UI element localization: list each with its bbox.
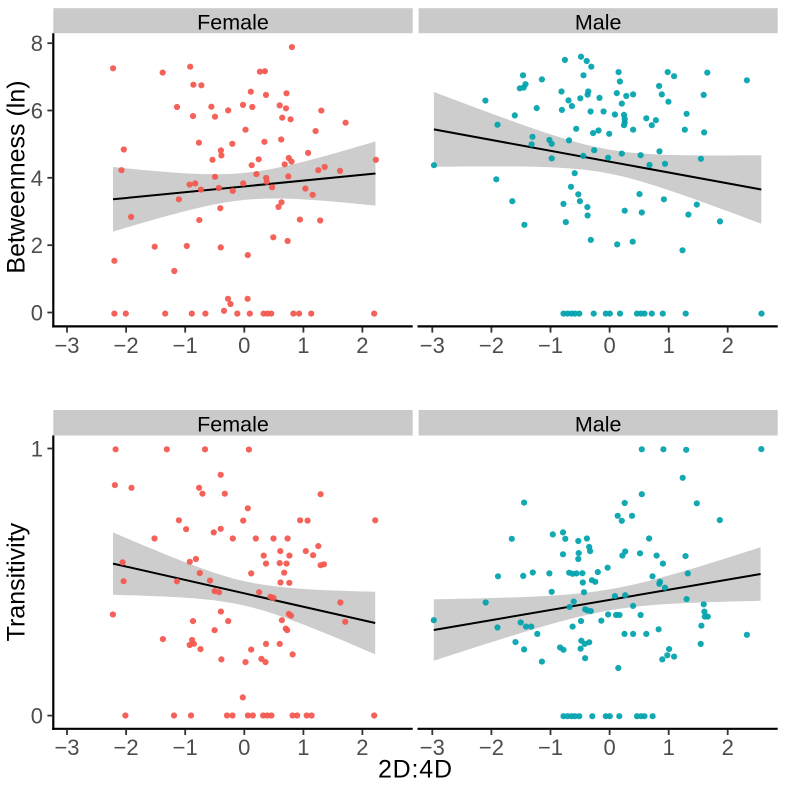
svg-text:−3: −3	[420, 735, 445, 760]
svg-text:1: 1	[31, 437, 43, 462]
svg-text:−3: −3	[54, 333, 79, 358]
svg-text:−2: −2	[114, 735, 139, 760]
svg-text:2: 2	[722, 333, 734, 358]
svg-text:2: 2	[356, 735, 368, 760]
svg-text:2D:4D: 2D:4D	[378, 756, 453, 784]
svg-text:−2: −2	[479, 333, 504, 358]
svg-text:0: 0	[31, 301, 43, 326]
svg-text:0: 0	[238, 333, 250, 358]
svg-text:−1: −1	[173, 333, 198, 358]
svg-text:0: 0	[603, 735, 615, 760]
svg-text:2: 2	[31, 233, 43, 258]
svg-text:−1: −1	[173, 735, 198, 760]
svg-text:Betweenness (ln): Betweenness (ln)	[3, 80, 31, 273]
svg-text:0: 0	[238, 735, 250, 760]
svg-text:−2: −2	[479, 735, 504, 760]
svg-text:1: 1	[663, 735, 675, 760]
svg-text:4: 4	[31, 166, 43, 191]
svg-text:Male: Male	[575, 11, 622, 35]
svg-text:0: 0	[603, 333, 615, 358]
svg-text:Male: Male	[575, 413, 622, 437]
svg-text:−2: −2	[114, 333, 139, 358]
svg-text:Female: Female	[197, 11, 269, 35]
svg-text:−1: −1	[538, 735, 563, 760]
svg-text:2: 2	[722, 735, 734, 760]
svg-text:0: 0	[31, 704, 43, 729]
svg-text:8: 8	[31, 31, 43, 56]
svg-text:6: 6	[31, 99, 43, 124]
svg-text:−1: −1	[538, 333, 563, 358]
svg-text:Female: Female	[197, 413, 269, 437]
svg-text:−3: −3	[420, 333, 445, 358]
svg-text:1: 1	[297, 735, 309, 760]
svg-text:1: 1	[297, 333, 309, 358]
svg-text:Transitivity: Transitivity	[3, 522, 31, 641]
svg-text:−3: −3	[54, 735, 79, 760]
svg-text:2: 2	[356, 333, 368, 358]
svg-text:1: 1	[663, 333, 675, 358]
